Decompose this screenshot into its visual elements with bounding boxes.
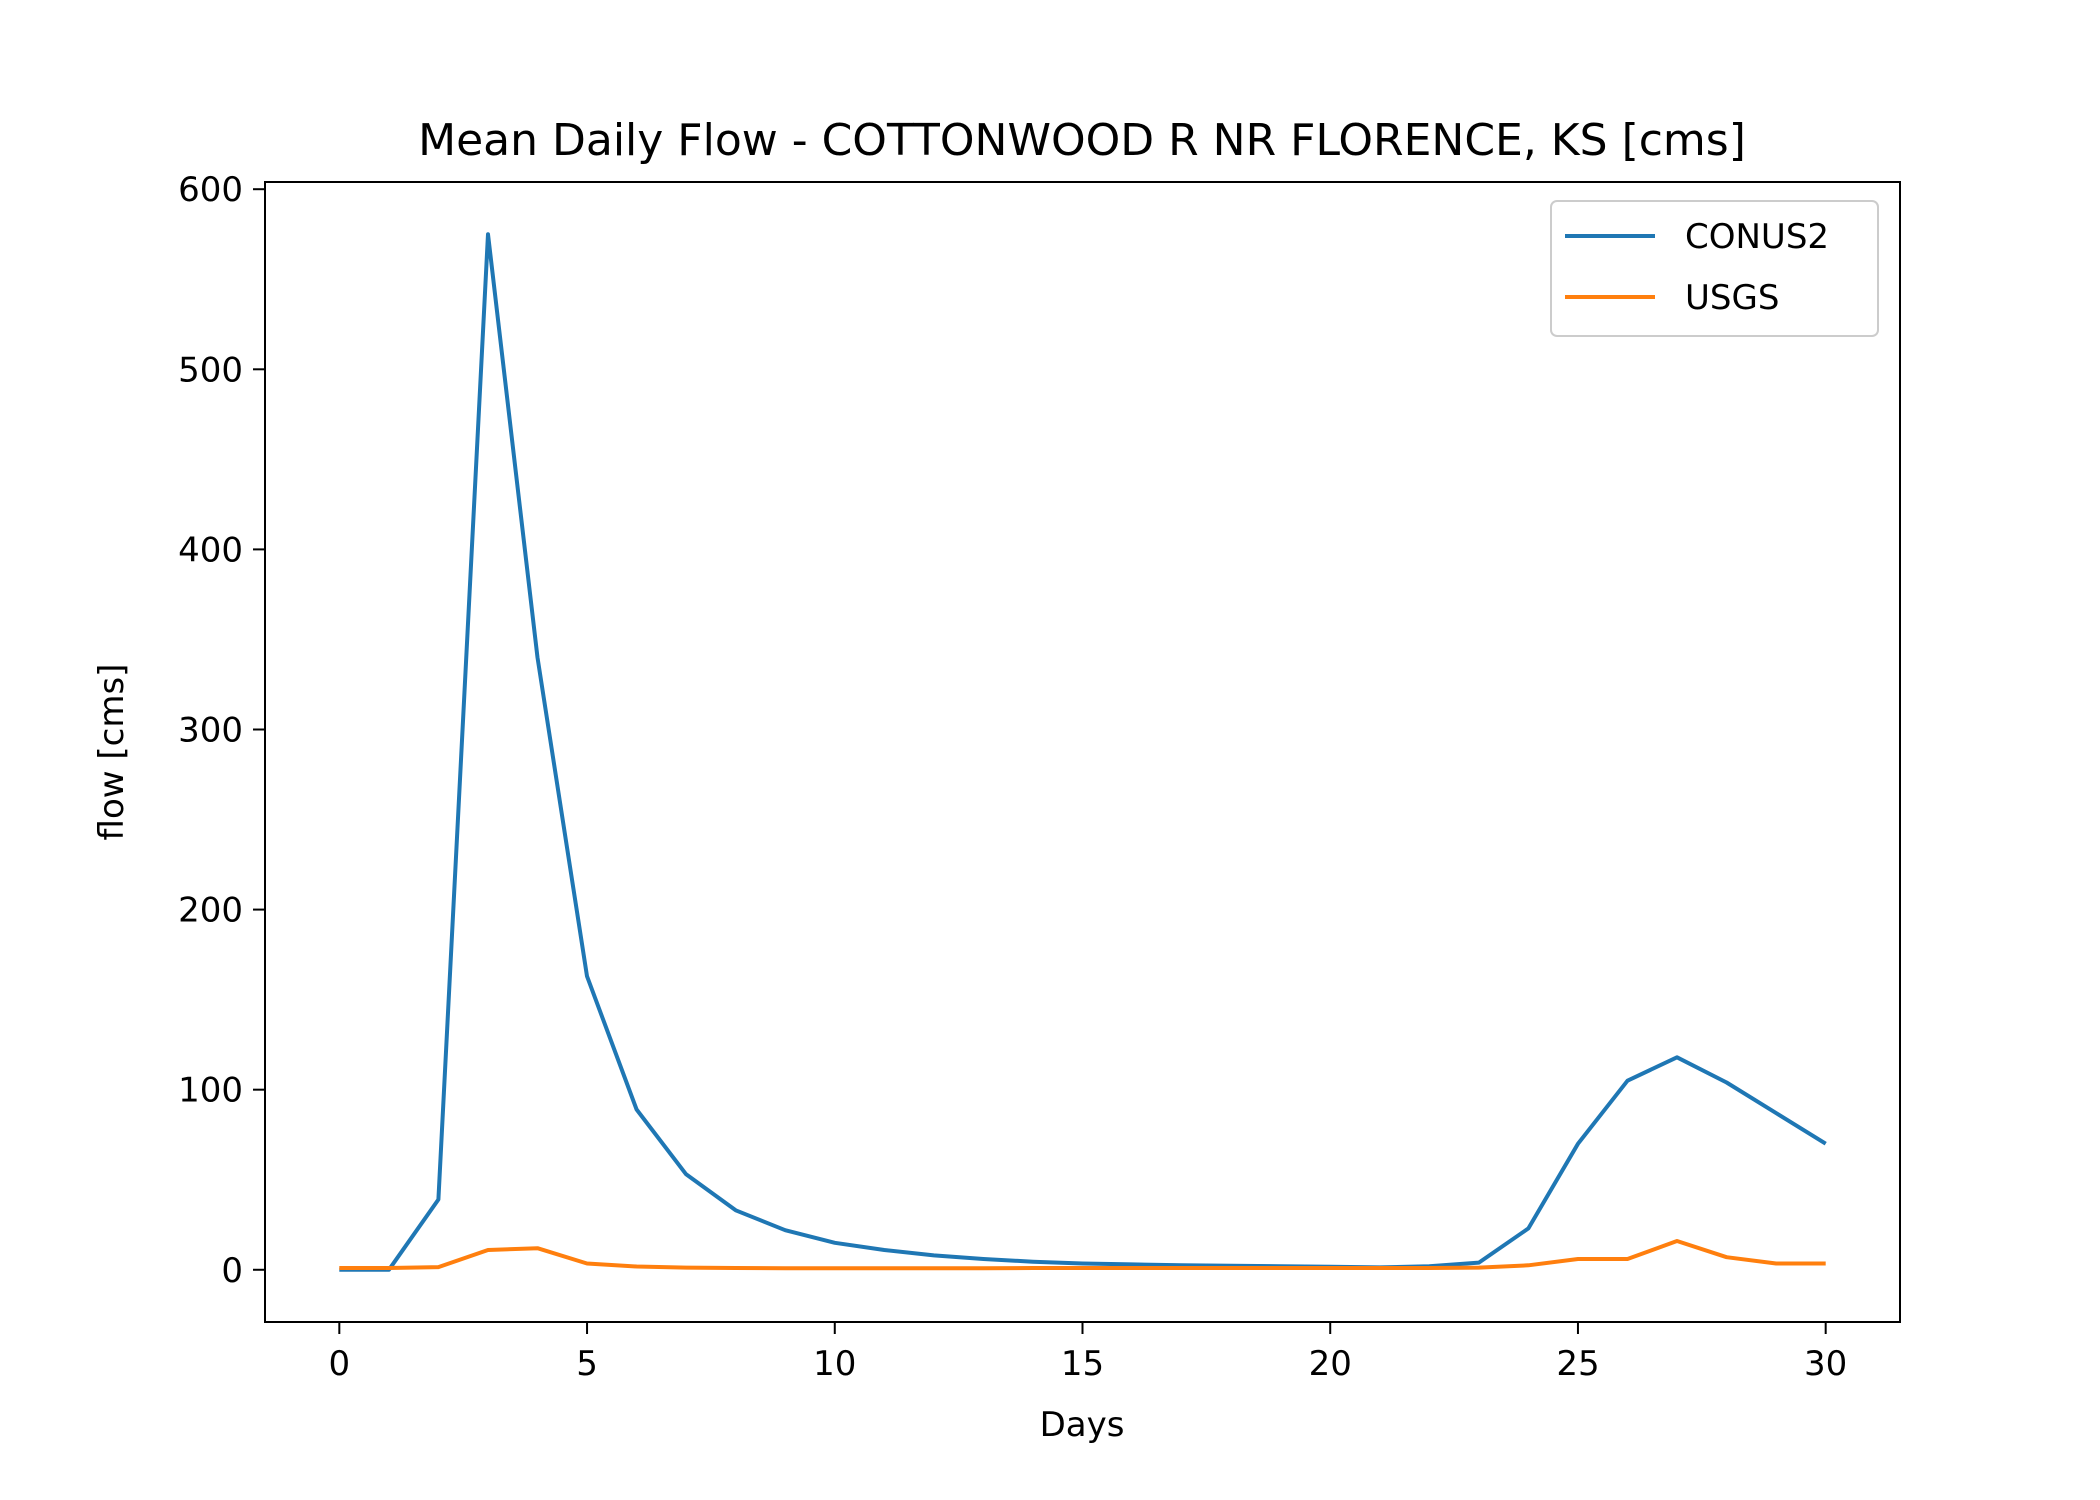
y-tick-label: 500	[178, 350, 243, 390]
legend: CONUS2 USGS	[1550, 200, 1879, 337]
y-tick-label: 600	[178, 170, 243, 210]
x-tick-label: 0	[328, 1344, 350, 1384]
y-tick-label: 100	[178, 1071, 243, 1111]
y-tick-label: 200	[178, 891, 243, 931]
x-tick-label: 25	[1556, 1344, 1599, 1384]
x-tick-label: 20	[1309, 1344, 1352, 1384]
y-tick-label: 300	[178, 710, 243, 750]
x-tick-label: 30	[1804, 1344, 1847, 1384]
x-tick-label: 5	[576, 1344, 598, 1384]
y-tick-label: 400	[178, 530, 243, 570]
y-axis-ticks: 0 100 200 300 400 500 600	[178, 170, 265, 1291]
series-line-conus2	[339, 232, 1827, 1272]
x-axis-label: Days	[1040, 1405, 1125, 1445]
series-line-usgs	[339, 1239, 1826, 1271]
legend-label-conus2: CONUS2	[1685, 217, 1829, 257]
x-tick-label: 10	[813, 1344, 856, 1384]
plot-area	[265, 182, 1900, 1322]
y-tick-label: 0	[221, 1251, 243, 1291]
series-layer	[339, 232, 1827, 1272]
x-tick-label: 15	[1061, 1344, 1104, 1384]
legend-label-usgs: USGS	[1685, 278, 1779, 318]
plot-frame	[264, 181, 1901, 1323]
y-axis-label: flow [cms]	[92, 664, 132, 841]
x-axis-ticks: 0 5 10 15 20 25 30	[328, 1322, 1847, 1384]
chart-title: Mean Daily Flow - COTTONWOOD R NR FLOREN…	[418, 115, 1746, 166]
